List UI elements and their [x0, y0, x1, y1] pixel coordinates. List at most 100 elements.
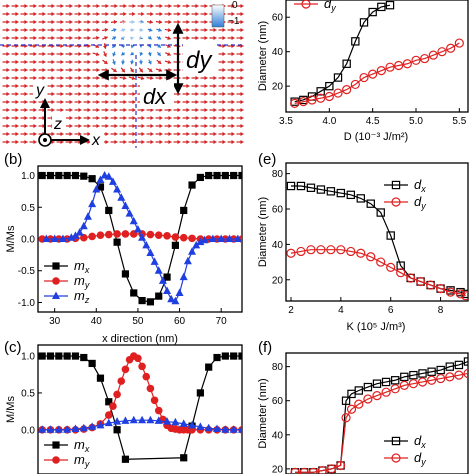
data-point [342, 59, 351, 68]
spin-arrow [29, 59, 37, 65]
data-point [427, 375, 437, 385]
spin-arrow [110, 131, 118, 137]
data-point [221, 352, 229, 360]
data-point [154, 406, 163, 415]
spin-arrow [47, 75, 55, 81]
series-dy [290, 368, 468, 474]
data-point [316, 87, 325, 96]
spin-arrow [47, 11, 55, 17]
spin-arrow [191, 91, 199, 97]
spin-arrow [2, 27, 10, 33]
y-axis-label: M/Ms [5, 396, 17, 423]
spin-arrow [11, 91, 19, 97]
x-tick-label: 50 [132, 316, 144, 327]
spin-arrow [200, 115, 208, 121]
spin-arrow [102, 59, 108, 65]
spin-arrow [146, 11, 154, 17]
data-point [376, 257, 386, 267]
spin-arrow [191, 99, 199, 105]
data-point [336, 245, 346, 255]
spin-arrow [56, 59, 64, 65]
spin-arrow [119, 83, 127, 89]
spin-arrow [65, 51, 73, 57]
spin-arrow [119, 107, 127, 113]
spin-arrow [227, 139, 235, 145]
data-point [238, 425, 242, 433]
data-point [445, 362, 455, 371]
spin-arrow [191, 107, 199, 113]
data-point [372, 379, 382, 388]
spin-arrow [236, 83, 244, 89]
y-tick-label: 80 [272, 362, 284, 373]
spin-arrow [111, 59, 116, 65]
data-point [346, 246, 356, 257]
chart-a-right: 3.5 4.0 4.5 5.0 5.5 20 40 60 D (10⁻³ J/m²) Diamet… [257, 0, 469, 143]
data-point [391, 436, 401, 446]
data-point [326, 464, 337, 474]
spin-arrow [182, 99, 190, 105]
data-point [88, 199, 97, 208]
spin-arrow [111, 67, 117, 73]
data-point [163, 286, 172, 295]
data-point [58, 234, 67, 242]
data-point [71, 424, 80, 433]
data-point [454, 38, 464, 48]
spin-arrow [236, 107, 244, 113]
spin-arrow [236, 35, 244, 41]
spin-arrow [147, 27, 153, 32]
spin-arrow [29, 131, 37, 137]
x-tick-label: 70 [216, 316, 228, 327]
spin-arrow [218, 75, 226, 81]
spin-arrow [155, 68, 163, 73]
spin-arrow [20, 35, 28, 41]
data-point [445, 287, 456, 297]
spin-arrow [110, 115, 118, 121]
spin-arrow [83, 75, 91, 81]
data-point [38, 352, 46, 360]
data-point [417, 377, 428, 387]
data-point [163, 417, 172, 425]
data-point [63, 171, 71, 180]
spin-arrow [119, 3, 127, 9]
data-point [317, 465, 327, 474]
data-point [113, 426, 121, 434]
spin-arrow [209, 75, 217, 81]
spin-arrow [83, 19, 91, 25]
spin-arrow [120, 59, 126, 65]
spin-arrow [11, 131, 19, 137]
spin-arrow [2, 123, 10, 129]
spin-arrow [146, 139, 154, 145]
data-point [336, 188, 346, 198]
spin-arrow [137, 123, 145, 129]
spin-arrow [164, 75, 172, 81]
data-point [386, 231, 395, 240]
data-point [129, 216, 138, 225]
spin-arrow [236, 91, 244, 97]
spin-arrow [191, 3, 199, 9]
spin-arrow [29, 35, 37, 41]
spin-arrow [47, 107, 55, 113]
spin-arrow [112, 51, 117, 57]
data-point [376, 66, 386, 76]
spin-arrow [56, 19, 64, 25]
data-point [286, 248, 296, 258]
data-point [208, 234, 217, 242]
spin-arrow [155, 123, 163, 129]
data-point [308, 467, 318, 474]
data-point [167, 294, 176, 303]
spin-arrow [2, 91, 10, 97]
spin-arrow [111, 36, 117, 41]
spin-arrow [20, 19, 28, 25]
chart-e: 2 4 6 8 20 40 60 80 K (10⁵ J/m³) Diameter (nm) dxd… [257, 162, 469, 333]
data-point [368, 7, 377, 17]
data-point [52, 277, 60, 285]
spin-arrow [155, 3, 163, 9]
data-point [326, 245, 336, 255]
spin-arrow [173, 11, 181, 17]
data-point [233, 234, 242, 242]
spin-arrow [29, 107, 37, 113]
spin-arrow-field [2, 3, 244, 145]
data-point [299, 467, 309, 474]
